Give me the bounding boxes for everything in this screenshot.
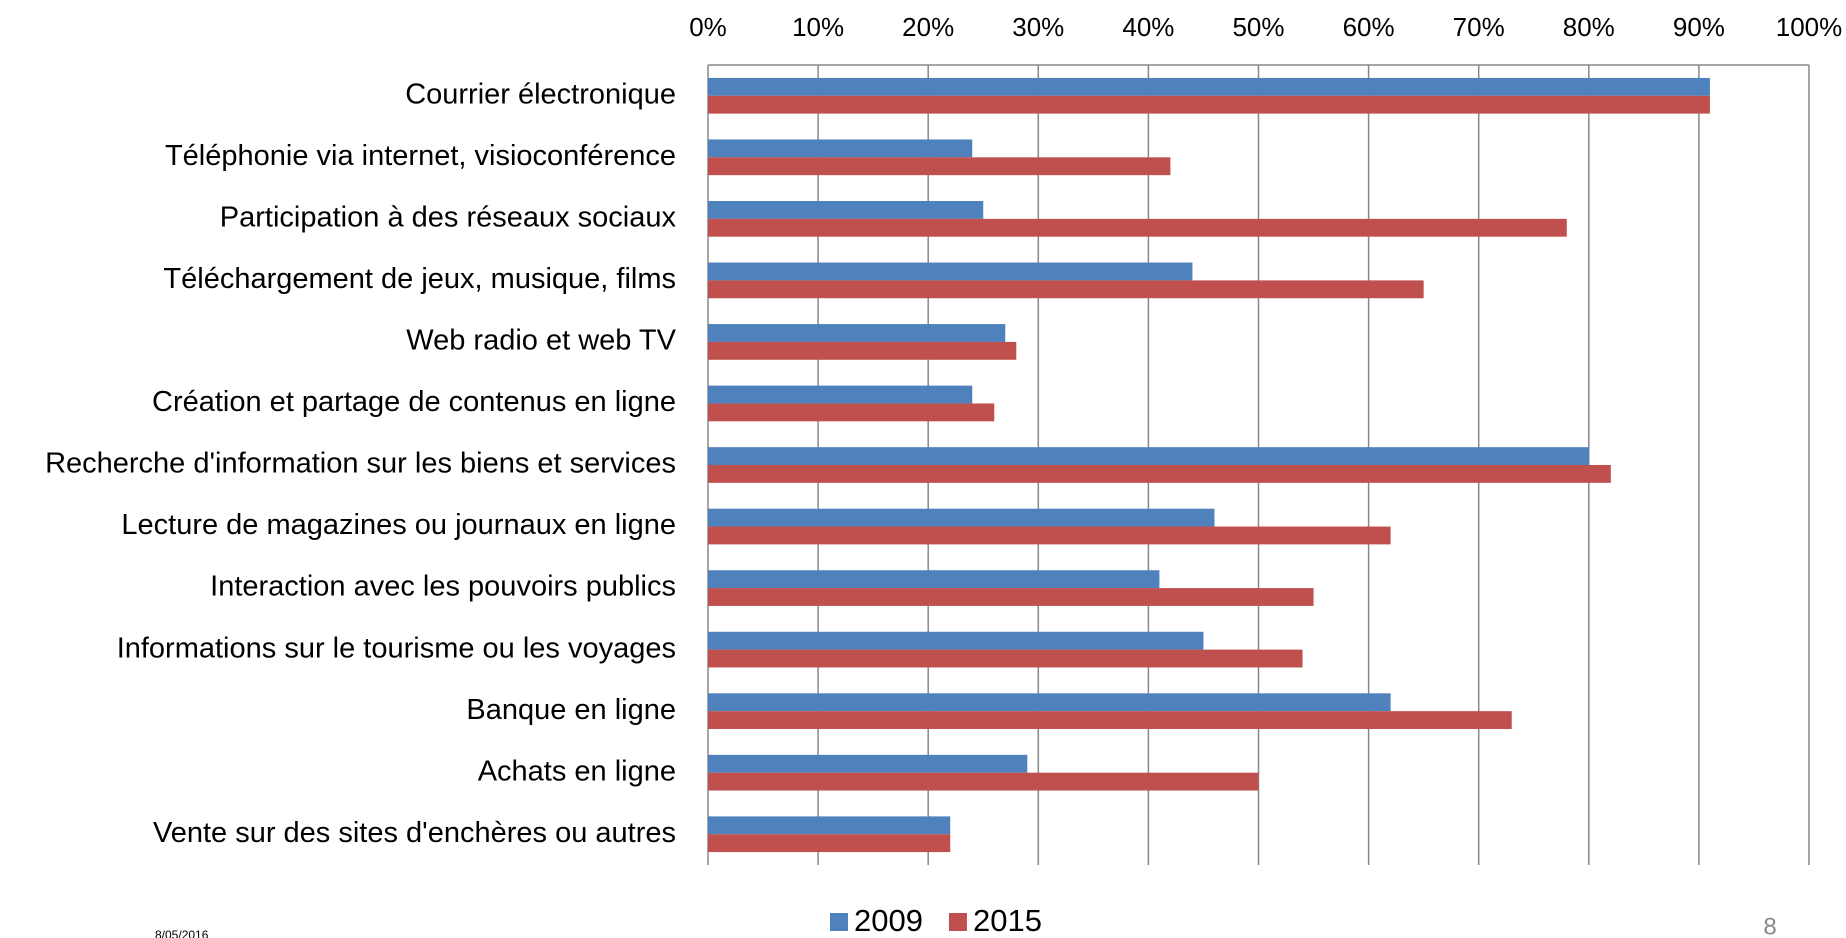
bar [708,280,1424,299]
bar [708,77,1710,96]
x-tick-label: 30% [1012,12,1064,42]
bar [708,218,1567,237]
y-tick-label: Web radio et web TV [406,325,676,357]
y-tick-label: Interaction avec les pouvoirs publics [210,571,676,603]
bar [708,526,1391,545]
bar [708,649,1303,668]
y-tick-label: Banque en ligne [466,694,676,726]
page-number: 8 [1763,913,1776,938]
bar [708,772,1259,791]
x-tick-label: 20% [902,12,954,42]
legend-label: 2015 [973,903,1042,938]
x-tick-label: 10% [792,12,844,42]
x-tick-label: 60% [1343,12,1395,42]
legend-label: 2009 [854,903,923,938]
bar [708,139,973,158]
bar [708,834,951,853]
x-tick-label: 50% [1232,12,1284,42]
bar [708,693,1391,712]
legend-swatch [830,913,848,931]
bar [708,465,1611,483]
y-tick-label: Téléphonie via internet, visioconférence [165,140,676,172]
y-tick-label: Lecture de magazines ou journaux en lign… [121,509,676,541]
bar [708,588,1314,606]
bar [708,711,1512,729]
y-tick-label: Recherche d'information sur les biens et… [45,448,676,480]
bar [708,508,1215,527]
y-tick-label: Vente sur des sites d'enchères ou autres [153,817,676,849]
bar [708,403,995,422]
y-tick-label: Création et partage de contenus en ligne [152,386,676,418]
bar [708,570,1160,589]
legend-swatch [948,913,967,931]
bar [708,157,1171,176]
y-tick-label: Participation à des réseaux sociaux [220,202,677,234]
bar [708,385,973,404]
x-tick-label: 80% [1563,12,1615,42]
bar [708,447,1589,465]
bar [708,262,1193,281]
y-tick-label: Téléchargement de jeux, musique, films [163,263,676,295]
x-tick-label: 100% [1776,12,1843,42]
bar [708,95,1710,114]
y-tick-label: Achats en ligne [478,755,676,787]
x-tick-label: 90% [1673,12,1725,42]
x-tick-label: 0% [689,12,727,42]
bar [708,201,984,219]
y-tick-label: Informations sur le tourisme ou les voya… [117,632,676,664]
x-tick-label: 40% [1122,12,1174,42]
footer-date: 8/05/2016 [155,928,209,938]
bar [708,341,1017,360]
bar [708,324,1006,342]
bar [708,816,951,835]
y-tick-label: Courrier électronique [405,78,676,110]
bar [708,754,1028,773]
bar [708,631,1204,650]
x-tick-label: 70% [1453,12,1505,42]
